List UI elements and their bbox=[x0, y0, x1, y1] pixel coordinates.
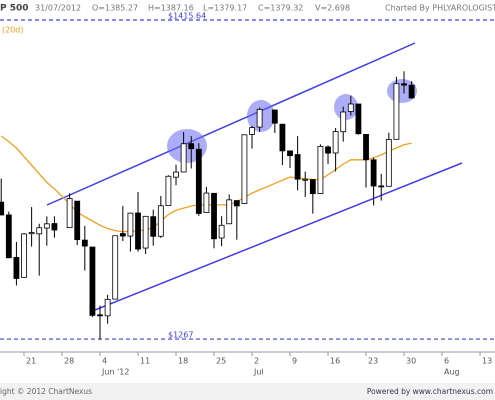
candle-body bbox=[287, 150, 293, 157]
x-tick-label: 6 bbox=[444, 357, 449, 366]
x-tick-label: 23 bbox=[368, 357, 378, 366]
footer-bar bbox=[0, 383, 495, 400]
channel-lower bbox=[94, 162, 463, 311]
x-tick-label: 11 bbox=[140, 357, 150, 366]
candle-body bbox=[401, 83, 407, 86]
level-label: $1415.64 bbox=[168, 12, 206, 21]
candle-body bbox=[36, 227, 43, 235]
candle-body bbox=[0, 201, 5, 216]
date: 31/07/2012 bbox=[35, 4, 81, 13]
x-tick-label: 18 bbox=[178, 357, 188, 366]
candle-body bbox=[279, 123, 286, 152]
candle-body bbox=[127, 212, 134, 237]
candle-body bbox=[347, 103, 354, 112]
candle-body bbox=[89, 246, 96, 316]
x-tick-label: 2 bbox=[254, 357, 259, 366]
candle-body bbox=[104, 298, 111, 317]
candle-body bbox=[408, 84, 415, 99]
stat: V=2.698 bbox=[315, 4, 350, 13]
candle-body bbox=[5, 214, 12, 259]
candle-body bbox=[355, 103, 362, 135]
candle-body bbox=[97, 314, 103, 317]
stat: C=1379.32 bbox=[258, 4, 303, 13]
candle-body bbox=[203, 192, 210, 213]
candle-body bbox=[173, 171, 179, 178]
footer-left: ight © 2012 ChartNexus bbox=[0, 387, 92, 396]
x-tick-label: 21 bbox=[26, 357, 36, 366]
candle-body bbox=[325, 146, 331, 154]
candle-body bbox=[51, 223, 58, 231]
x-tick-label: 28 bbox=[64, 357, 74, 366]
x-tick-label: 13 bbox=[482, 357, 492, 366]
month-label: Jul bbox=[253, 368, 264, 377]
x-tick-label: 9 bbox=[292, 357, 297, 366]
candle-body bbox=[340, 111, 347, 133]
candle-body bbox=[43, 223, 50, 229]
x-tick-label: 4 bbox=[102, 357, 107, 366]
candle-body bbox=[385, 138, 392, 187]
candle-body bbox=[241, 134, 248, 204]
candle-body bbox=[112, 235, 119, 300]
candle-body bbox=[165, 175, 172, 206]
candle-body bbox=[81, 239, 88, 247]
month-label: Jun '12 bbox=[101, 368, 129, 377]
candle-body bbox=[142, 215, 149, 249]
candle-body bbox=[302, 178, 309, 181]
candle-body bbox=[226, 199, 233, 225]
footer-right: Powered by www.chartnexus.com bbox=[367, 387, 493, 396]
candle-body bbox=[74, 200, 81, 241]
candle-body bbox=[119, 233, 126, 237]
candle-body bbox=[332, 131, 339, 154]
candle-body bbox=[188, 143, 195, 150]
candle-body bbox=[363, 134, 369, 161]
month-label: Aug bbox=[444, 368, 460, 377]
candle-body bbox=[180, 143, 187, 173]
candle-body bbox=[370, 159, 377, 187]
stat: L=1379.17 bbox=[203, 4, 247, 13]
highlight bbox=[334, 94, 358, 120]
stat: O=1385.27 bbox=[92, 4, 138, 13]
candle-body bbox=[13, 256, 20, 279]
candle-body bbox=[294, 154, 301, 180]
candle-body bbox=[135, 212, 141, 250]
credit: Charted By PHLYAROLOGIST bbox=[385, 4, 495, 13]
candle-body bbox=[195, 148, 202, 214]
stat: H=1387.16 bbox=[148, 4, 194, 13]
plot: $1415.64 $1267 21 28 4 11 18 25 2 9 16 23 30 6 13 Jun '… bbox=[0, 12, 495, 377]
candle-body bbox=[271, 109, 278, 124]
candle-body bbox=[21, 233, 27, 278]
candle-body bbox=[249, 127, 255, 135]
candles bbox=[0, 71, 415, 340]
title: P 500 bbox=[0, 4, 29, 14]
x-tick-label: 25 bbox=[216, 357, 226, 366]
candle-body bbox=[218, 224, 225, 239]
candle-body bbox=[309, 179, 316, 195]
candle-body bbox=[66, 198, 73, 229]
candle-body bbox=[157, 205, 164, 237]
ma-label: (20d) bbox=[2, 26, 24, 35]
candle-body bbox=[378, 185, 385, 188]
candle-body bbox=[233, 200, 240, 207]
candle-body bbox=[256, 108, 263, 128]
candle-body bbox=[317, 145, 324, 194]
candle-body bbox=[393, 83, 400, 140]
x-tick-label: 16 bbox=[330, 357, 340, 366]
level-label: $1267 bbox=[168, 331, 193, 340]
candle-body bbox=[211, 192, 217, 240]
candle-body bbox=[28, 232, 35, 235]
x-tick-label: 30 bbox=[406, 357, 416, 366]
channel-upper bbox=[46, 42, 416, 206]
candle-body bbox=[150, 216, 157, 237]
